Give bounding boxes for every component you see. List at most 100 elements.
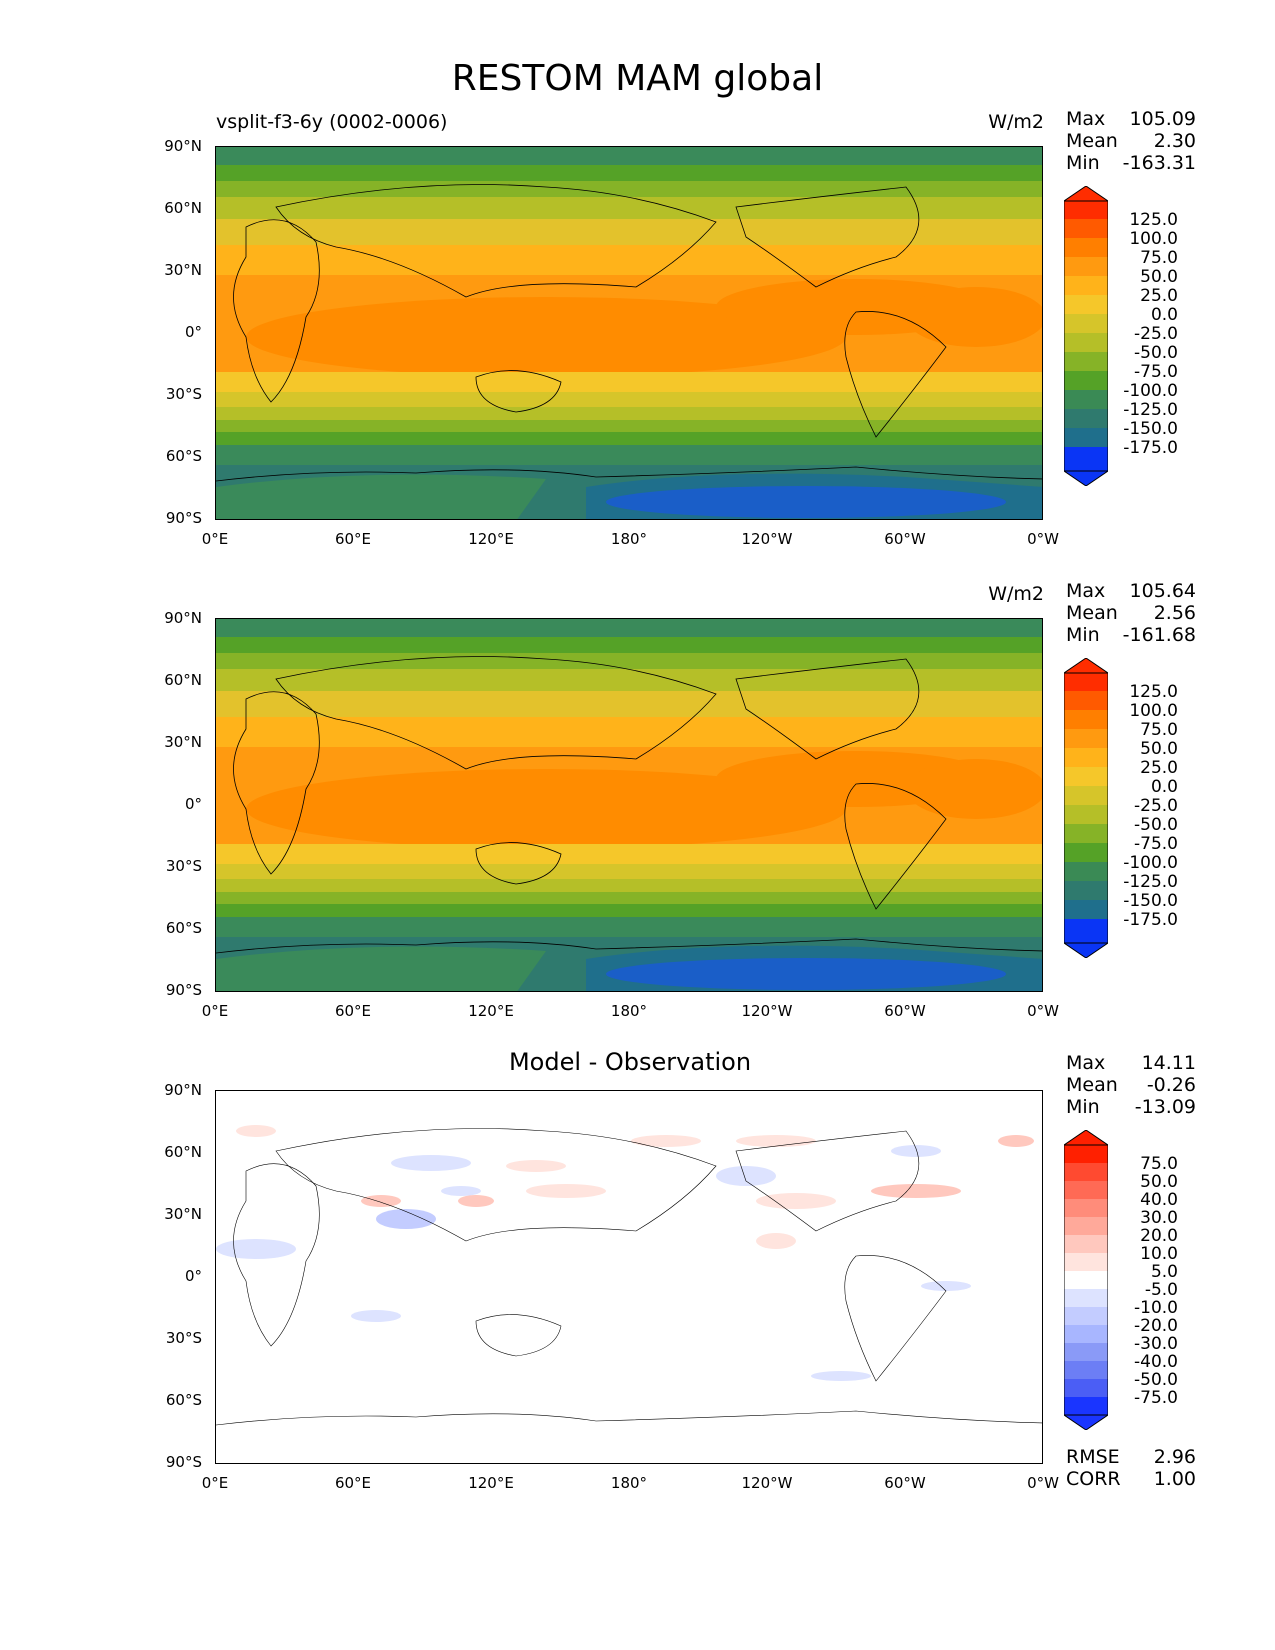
lat-label: 90°N — [164, 1081, 202, 1099]
lat-label: 30°S — [165, 1329, 202, 1347]
lon-label: 0°E — [201, 1002, 229, 1020]
panel-difference: Model - Observation — [0, 1048, 1275, 1560]
lat-label: 60°N — [164, 199, 202, 217]
colorbar-label: -50.0 — [1134, 1370, 1178, 1390]
lon-label: 0°E — [201, 1474, 229, 1492]
lon-label: 0°W — [1027, 1474, 1059, 1492]
stat-label: Max — [1066, 1052, 1106, 1074]
colorbar-label: -40.0 — [1134, 1352, 1178, 1372]
colorbar-label: -30.0 — [1134, 1334, 1178, 1354]
stat-max: 105.64 — [1129, 580, 1196, 602]
stat-label: RMSE — [1066, 1446, 1120, 1468]
colorbar-label: 5.0 — [1150, 1262, 1178, 1282]
stat-mean: 2.30 — [1153, 130, 1196, 152]
lon-label: 120°E — [468, 530, 514, 548]
colorbar-label: 100.0 — [1129, 229, 1178, 249]
units-label: W/m2 — [988, 111, 1044, 133]
lat-label: 0° — [184, 1267, 202, 1285]
lon-label: 120°E — [468, 1474, 514, 1492]
colorbar-label: 100.0 — [1129, 701, 1178, 721]
lat-label: 0° — [184, 323, 202, 341]
colorbar-label: 0.0 — [1150, 305, 1178, 325]
lon-label: 60°W — [884, 1474, 926, 1492]
lat-label: 90°S — [165, 981, 202, 999]
lon-label: 180° — [610, 1002, 648, 1020]
panel-observation: W/m2 — [0, 580, 1275, 1088]
lon-label: 180° — [610, 530, 648, 548]
stat-label: Min — [1066, 152, 1100, 174]
stat-label: Min — [1066, 624, 1100, 646]
colorbar-label: -125.0 — [1123, 872, 1178, 892]
colorbar-label: -5.0 — [1144, 1280, 1178, 1300]
colorbar-label: 50.0 — [1140, 739, 1178, 759]
map-plot — [215, 1090, 1043, 1464]
colorbar-label: -50.0 — [1134, 815, 1178, 835]
lon-label: 60°E — [334, 1002, 372, 1020]
difference-field-map — [216, 1091, 1042, 1463]
colorbar-label: -75.0 — [1134, 362, 1178, 382]
colorbar-label: -25.0 — [1134, 796, 1178, 816]
lat-label: 60°S — [165, 919, 202, 937]
stat-min: -161.68 — [1122, 624, 1196, 646]
colorbar-label: 75.0 — [1140, 1154, 1178, 1174]
lat-label: 90°N — [164, 137, 202, 155]
stat-label: Min — [1066, 1096, 1100, 1118]
lon-label: 120°W — [741, 1002, 793, 1020]
colorbar-label: 125.0 — [1129, 210, 1178, 230]
colorbar-label: -75.0 — [1134, 834, 1178, 854]
lon-label: 60°E — [334, 1474, 372, 1492]
stat-label: Mean — [1066, 130, 1118, 152]
stat-min: -163.31 — [1122, 152, 1196, 174]
stat-label: Mean — [1066, 602, 1118, 624]
stat-rmse: 2.96 — [1153, 1446, 1196, 1468]
lat-label: 30°S — [165, 857, 202, 875]
lat-label: 30°N — [164, 261, 202, 279]
colorbar-label: 75.0 — [1140, 720, 1178, 740]
lat-label: 30°N — [164, 1205, 202, 1223]
panel-title: Model - Observation — [508, 1048, 752, 1076]
stat-min: -13.09 — [1134, 1096, 1196, 1118]
panel-title: vsplit-f3-6y (0002-0006) — [216, 111, 448, 133]
stat-max: 105.09 — [1129, 108, 1196, 130]
rmse-corr-box: RMSE 2.96 CORR 1.00 — [1066, 1446, 1196, 1490]
lat-label: 90°S — [165, 509, 202, 527]
colorbar-label: -100.0 — [1123, 381, 1178, 401]
colorbar-label: -100.0 — [1123, 853, 1178, 873]
colorbar-label: -175.0 — [1123, 438, 1178, 458]
colorbar-label: 10.0 — [1140, 1244, 1178, 1264]
stat-label: CORR — [1066, 1468, 1121, 1490]
figure-title: RESTOM MAM global — [451, 58, 824, 99]
colorbar-label: 50.0 — [1140, 1172, 1178, 1192]
restom-field-map — [216, 619, 1042, 991]
lat-label: 90°N — [164, 609, 202, 627]
lat-label: 60°S — [165, 1391, 202, 1409]
colorbar-label: -10.0 — [1134, 1298, 1178, 1318]
colorbar — [1064, 1130, 1108, 1430]
stat-label: Max — [1066, 580, 1106, 602]
restom-field-map — [216, 147, 1042, 519]
stat-label: Mean — [1066, 1074, 1118, 1096]
colorbar-label: -50.0 — [1134, 343, 1178, 363]
lon-label: 120°E — [468, 1002, 514, 1020]
stats-box: Max 14.11 Mean -0.26 Min -13.09 — [1066, 1052, 1196, 1118]
stats-box: Max 105.64 Mean 2.56 Min -161.68 — [1066, 580, 1196, 646]
lon-label: 60°W — [884, 1002, 926, 1020]
colorbar-label: 20.0 — [1140, 1226, 1178, 1246]
stat-label: Max — [1066, 108, 1106, 130]
colorbar-label: -150.0 — [1123, 891, 1178, 911]
lat-label: 30°N — [164, 733, 202, 751]
colorbar-label: 25.0 — [1140, 758, 1178, 778]
lat-label: 90°S — [165, 1453, 202, 1471]
colorbar-label: 50.0 — [1140, 267, 1178, 287]
lon-label: 180° — [610, 1474, 648, 1492]
lat-label: 60°S — [165, 447, 202, 465]
stat-max: 14.11 — [1141, 1052, 1196, 1074]
lon-label: 60°E — [334, 530, 372, 548]
colorbar-label: 125.0 — [1129, 682, 1178, 702]
lon-label: 120°W — [741, 530, 793, 548]
map-plot — [215, 146, 1043, 520]
colorbar — [1064, 658, 1108, 958]
colorbar-label: 40.0 — [1140, 1190, 1178, 1210]
lon-label: 0°W — [1027, 530, 1059, 548]
stat-mean: 2.56 — [1153, 602, 1196, 624]
